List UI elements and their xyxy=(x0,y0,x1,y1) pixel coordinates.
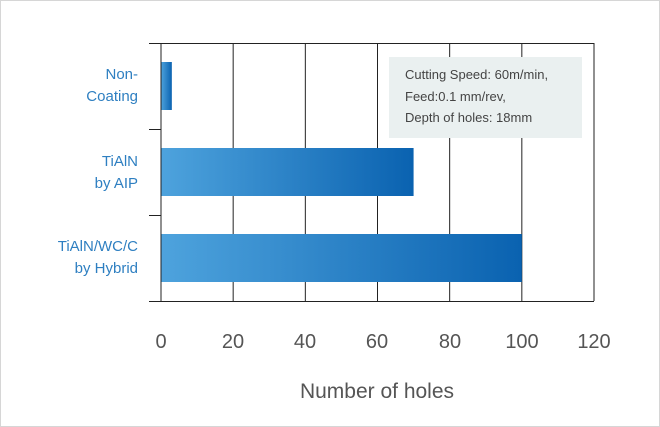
bar-3 xyxy=(161,234,522,282)
axes xyxy=(149,43,594,302)
category-label-1-line-2: Coating xyxy=(86,88,138,105)
annotation-line-1: Cutting Speed: 60m/min, xyxy=(405,67,548,82)
category-label-3-line-1: TiAlN/WC/C xyxy=(58,238,138,255)
x-tick-label-120: 120 xyxy=(577,331,610,353)
category-label-1-line-1: Non- xyxy=(105,66,138,83)
x-tick-label-60: 60 xyxy=(366,331,388,353)
x-tick-label-40: 40 xyxy=(294,331,316,353)
bars xyxy=(161,62,522,282)
category-label-3-line-2: by Hybrid xyxy=(75,260,138,277)
x-axis-title: Number of holes xyxy=(300,380,454,403)
annotation-box xyxy=(389,57,582,138)
x-tick-label-0: 0 xyxy=(155,331,166,353)
bar-1 xyxy=(161,62,172,110)
x-tick-label-80: 80 xyxy=(439,331,461,353)
annotation-line-3: Depth of holes: 18mm xyxy=(405,110,532,125)
annotation-line-2: Feed:0.1 mm/rev, xyxy=(405,89,506,104)
category-label-2-line-1: TiAlN xyxy=(102,153,138,170)
category-label-2-line-2: by AIP xyxy=(95,175,138,192)
x-tick-label-20: 20 xyxy=(222,331,244,353)
x-tick-label-100: 100 xyxy=(505,331,538,353)
bar-2 xyxy=(161,148,414,196)
